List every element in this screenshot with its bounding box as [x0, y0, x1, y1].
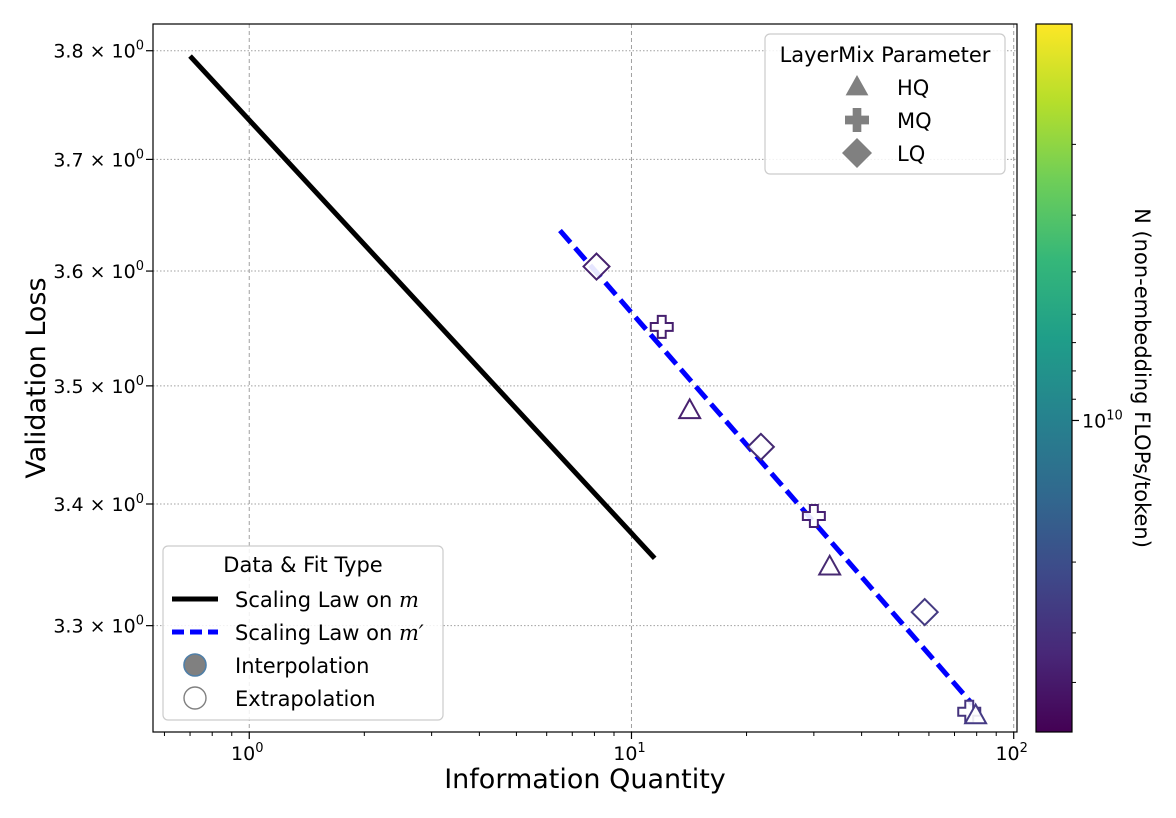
x-tick-label-1-exp: 1: [637, 741, 645, 756]
x-axis-label: Information Quantity: [444, 764, 726, 795]
legend-fit-0-label-math: m: [399, 588, 419, 612]
point-hq-5: [817, 553, 842, 576]
legend-fit-2-label: Interpolation: [235, 654, 369, 678]
legend-fit-0-label: Scaling Law on m: [235, 588, 419, 612]
data-points: [582, 252, 988, 725]
y-tick-label-0: 3.3 × 100: [53, 614, 144, 638]
y-tick-label-2-exp: 0: [136, 374, 144, 389]
point-hq-2: [677, 397, 702, 420]
y-tick-label-1: 3.4 × 100: [53, 492, 144, 516]
legend-marker-hq: [845, 75, 869, 96]
y-tick-label-4: 3.7 × 100: [53, 147, 144, 171]
legend-fit-box: [162, 545, 444, 721]
x-tick-label-0: 100: [231, 741, 263, 765]
point-lq-6: [910, 597, 940, 627]
legend-marker-mq: [845, 108, 869, 132]
legend-layermix-box: [764, 33, 1006, 175]
y-tick-label-1-base: 3.4 × 10: [53, 494, 135, 516]
x-tick-label-1-base: 10: [613, 743, 637, 765]
legend-fit-2-swatch: [183, 653, 207, 677]
y-tick-label-3-base: 3.6 × 10: [53, 261, 135, 283]
y-tick-label-2-base: 3.5 × 10: [53, 376, 135, 398]
y-axis-label: Validation Loss: [21, 277, 52, 478]
y-tick-label-5-exp: 0: [136, 39, 144, 54]
x-tick-label-2-exp: 2: [1020, 741, 1028, 756]
x-tick-label-2-base: 10: [995, 743, 1019, 765]
legend-fit-1-label: Scaling Law on m′: [235, 621, 424, 645]
y-tick-label-3-exp: 0: [136, 259, 144, 274]
legend-marker-lq: [842, 138, 872, 168]
legend-fit-0-label-text: Scaling Law on: [235, 588, 399, 612]
legend-label-lq: LQ: [897, 142, 925, 166]
legend-fit-3-label: Extrapolation: [235, 687, 376, 711]
legend-label-mq: MQ: [897, 109, 932, 133]
y-tick-label-2: 3.5 × 100: [53, 374, 144, 398]
y-tick-label-0-base: 3.3 × 10: [53, 616, 135, 638]
legend-fit-3-swatch: [183, 686, 207, 710]
y-tick-label-1-exp: 0: [136, 492, 144, 507]
x-tick-label-0-exp: 0: [255, 741, 263, 756]
point-lq-3: [746, 432, 776, 462]
scaling-law-m-prime-line: [558, 228, 975, 706]
y-tick-label-5-base: 3.8 × 10: [53, 41, 135, 63]
legend-fit-3-label-text: Extrapolation: [235, 687, 376, 711]
y-tick-label-3: 3.6 × 100: [53, 259, 144, 283]
colorbar: 1010: [1035, 23, 1123, 733]
legend-layermix-title: LayerMix Parameter: [780, 43, 991, 67]
y-tick-label-4-base: 3.7 × 10: [53, 149, 135, 171]
legend-fit-1-label-text: Scaling Law on: [235, 621, 399, 645]
point-mq-4: [801, 504, 826, 529]
y-tick-label-0-exp: 0: [136, 614, 144, 629]
x-tick-label-0-base: 10: [231, 743, 255, 765]
colorbar-gradient: [1035, 23, 1073, 733]
x-tick-label-1: 101: [613, 741, 645, 765]
scaling-law-m-line: [188, 54, 657, 560]
legend-label-hq: HQ: [897, 76, 929, 100]
legend-layermix: LayerMix Parameter HQ MQ LQ: [764, 33, 1006, 175]
legend-fit-title: Data & Fit Type: [223, 553, 382, 577]
point-mq-1: [649, 314, 674, 339]
legend-fit-1-label-math: m′: [399, 621, 424, 645]
y-tick-label-4-exp: 0: [136, 147, 144, 162]
x-axis-ticks: 100 101 102: [163, 732, 1028, 765]
legend-fit-2-label-text: Interpolation: [235, 654, 369, 678]
colorbar-tick-label: 1010: [1082, 408, 1123, 432]
point-lq-0: [582, 252, 611, 281]
plot-frame: [152, 23, 1018, 733]
point-hq-8: [963, 702, 988, 725]
fit-lines: [188, 54, 975, 706]
colorbar-tick-label-base: 10: [1082, 410, 1106, 432]
y-tick-label-5: 3.8 × 100: [53, 39, 144, 63]
colorbar-label: N (non-embedding FLOPs/token): [1130, 208, 1154, 548]
colorbar-tick-label-exp: 10: [1106, 408, 1123, 423]
x-tick-label-2: 102: [995, 741, 1027, 765]
